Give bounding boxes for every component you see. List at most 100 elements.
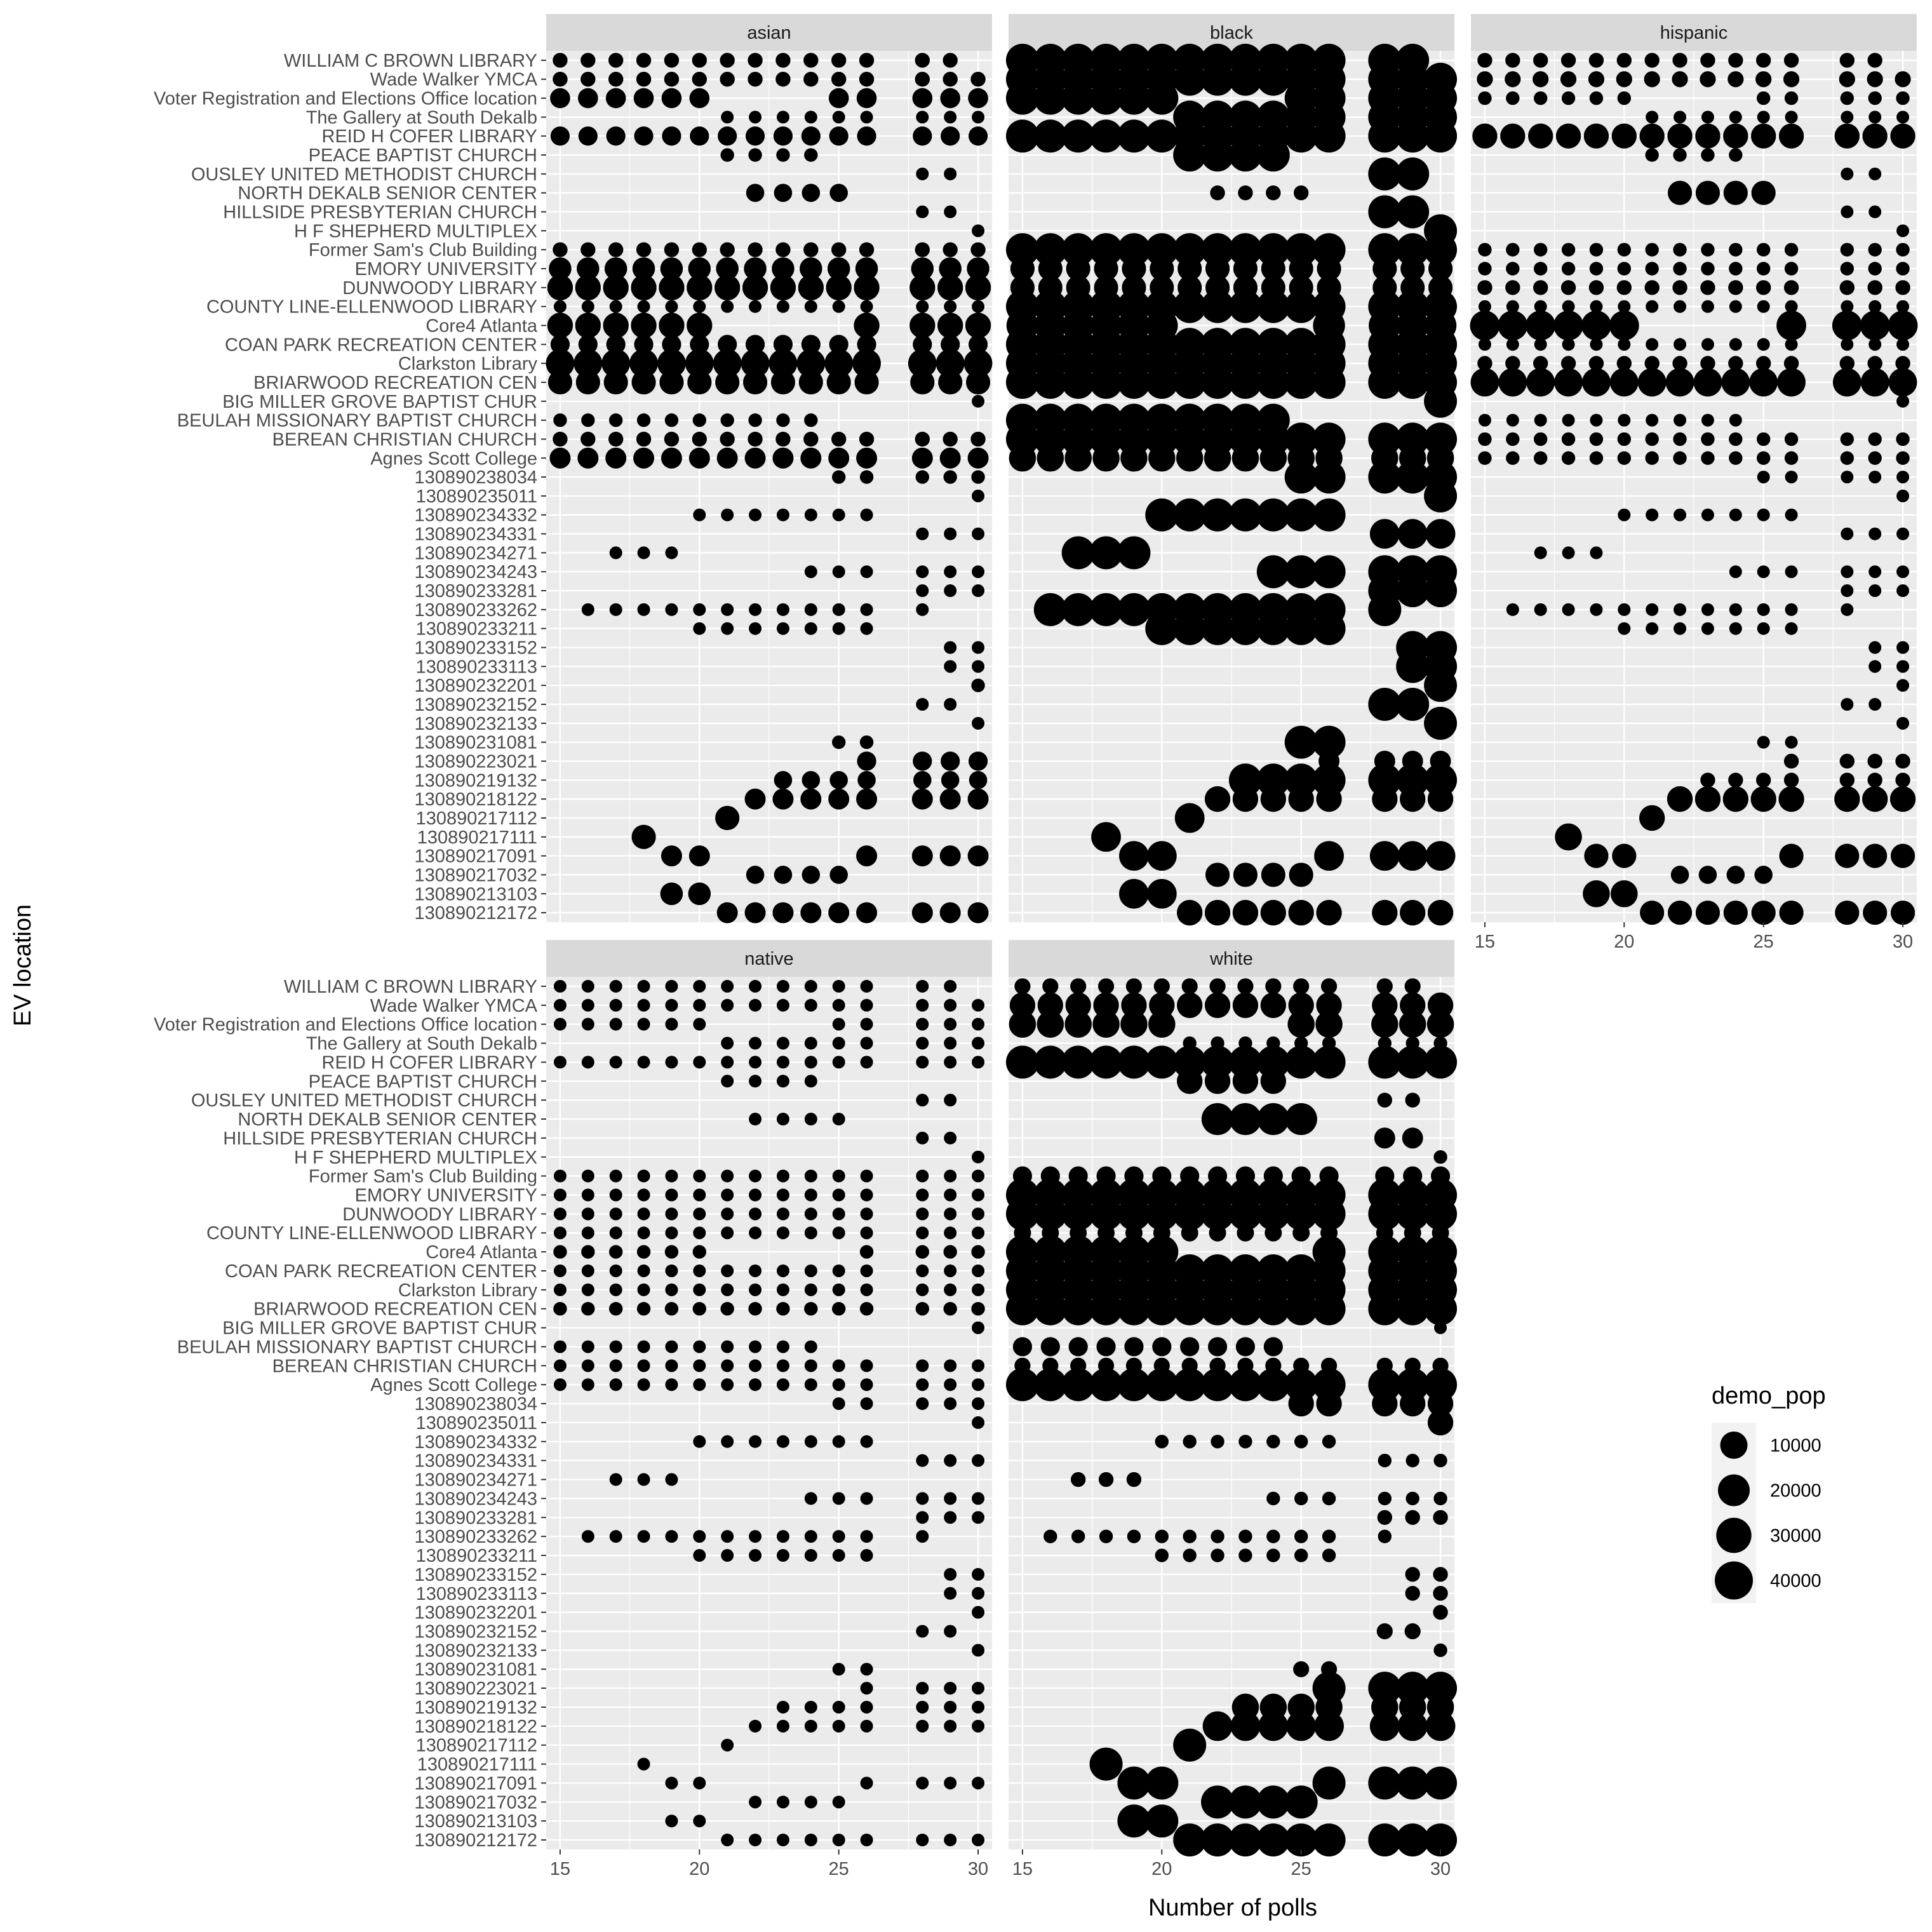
- data-point: [1896, 432, 1910, 446]
- y-tick-label: 130890233113: [416, 657, 537, 677]
- data-point: [1424, 763, 1458, 797]
- data-point: [916, 1454, 929, 1467]
- data-point: [965, 370, 991, 395]
- data-point: [1071, 1529, 1085, 1543]
- data-point: [693, 1776, 706, 1790]
- data-point: [1674, 338, 1687, 351]
- data-point: [1533, 262, 1548, 276]
- data-point: [665, 546, 678, 560]
- data-point: [1867, 772, 1882, 788]
- data-point: [972, 1056, 985, 1069]
- data-point: [1204, 992, 1231, 1019]
- data-point: [1232, 899, 1259, 926]
- data-point: [1424, 479, 1458, 513]
- data-point: [1121, 992, 1147, 1019]
- data-point: [721, 1226, 734, 1240]
- data-point: [553, 1188, 567, 1202]
- data-point: [1033, 1197, 1067, 1231]
- data-point: [1202, 1711, 1233, 1741]
- data-point: [776, 111, 789, 124]
- data-point: [804, 603, 817, 616]
- data-point: [692, 1245, 707, 1259]
- data-point: [578, 335, 598, 354]
- data-point: [1314, 841, 1344, 871]
- y-tick-label: WILLIAM C BROWN LIBRARY: [284, 51, 537, 71]
- data-point: [1778, 786, 1804, 812]
- data-point: [749, 979, 762, 993]
- data-point: [1756, 451, 1771, 465]
- data-point: [857, 126, 876, 146]
- data-point: [943, 242, 958, 257]
- y-tick-label: 130890234332: [414, 506, 537, 526]
- data-point: [1284, 763, 1318, 797]
- legend-label: 10000: [1770, 1436, 1821, 1456]
- data-point: [1784, 243, 1799, 257]
- data-point: [553, 1264, 567, 1277]
- data-point: [967, 902, 989, 923]
- data-point: [944, 167, 957, 180]
- data-point: [860, 1378, 873, 1392]
- data-point: [1096, 1337, 1116, 1357]
- data-point: [1728, 280, 1743, 295]
- data-point: [1674, 622, 1687, 635]
- data-point: [1068, 1337, 1088, 1357]
- data-point: [1312, 1045, 1346, 1079]
- y-tick-label: 130890235011: [416, 1413, 537, 1433]
- data-point: [1201, 1292, 1235, 1325]
- data-point: [1478, 432, 1492, 446]
- data-point: [860, 1283, 873, 1296]
- data-point: [1561, 91, 1576, 105]
- data-point: [1723, 123, 1748, 149]
- data-point: [581, 300, 594, 313]
- data-point: [776, 1700, 789, 1714]
- data-point: [916, 603, 929, 616]
- data-point: [1233, 256, 1258, 281]
- data-point: [749, 1188, 762, 1202]
- data-point: [943, 1302, 957, 1316]
- data-point: [1122, 256, 1146, 281]
- data-point: [1211, 1435, 1224, 1449]
- data-point: [1784, 91, 1799, 105]
- data-point: [1841, 471, 1854, 484]
- data-point: [1396, 1368, 1430, 1402]
- data-point: [832, 1283, 845, 1296]
- data-point: [1322, 1529, 1336, 1543]
- data-point: [967, 447, 989, 469]
- data-point: [1701, 603, 1714, 616]
- data-point: [609, 1473, 622, 1486]
- data-point: [1839, 71, 1855, 88]
- data-point: [1506, 300, 1519, 313]
- data-point: [1396, 233, 1430, 267]
- data-point: [944, 979, 957, 993]
- data-point: [1238, 1529, 1252, 1543]
- data-point: [1228, 1292, 1262, 1325]
- data-point: [665, 1473, 678, 1486]
- data-point: [693, 1359, 706, 1372]
- data-point: [553, 979, 567, 993]
- data-point: [1117, 1766, 1151, 1800]
- data-point: [748, 1302, 762, 1316]
- data-point: [1117, 1045, 1151, 1079]
- data-point: [581, 1226, 594, 1240]
- data-point: [944, 641, 957, 654]
- data-point: [832, 1834, 845, 1847]
- data-point: [1555, 123, 1581, 149]
- data-point: [1372, 899, 1398, 926]
- data-point: [1377, 1092, 1393, 1108]
- data-point: [657, 349, 686, 378]
- data-point: [860, 1776, 873, 1790]
- data-point: [661, 88, 682, 109]
- data-point: [1235, 1337, 1256, 1357]
- y-tick-label: Wade Walker YMCA: [370, 996, 538, 1016]
- data-point: [1209, 978, 1226, 995]
- data-point: [1533, 432, 1548, 446]
- data-point: [1201, 233, 1235, 267]
- data-point: [1477, 71, 1493, 88]
- data-point: [913, 335, 932, 354]
- data-point: [939, 788, 961, 810]
- data-point: [832, 1017, 845, 1031]
- data-point: [972, 224, 985, 238]
- data-point: [693, 1207, 706, 1221]
- data-point: [1701, 243, 1715, 257]
- data-point: [1266, 1435, 1280, 1449]
